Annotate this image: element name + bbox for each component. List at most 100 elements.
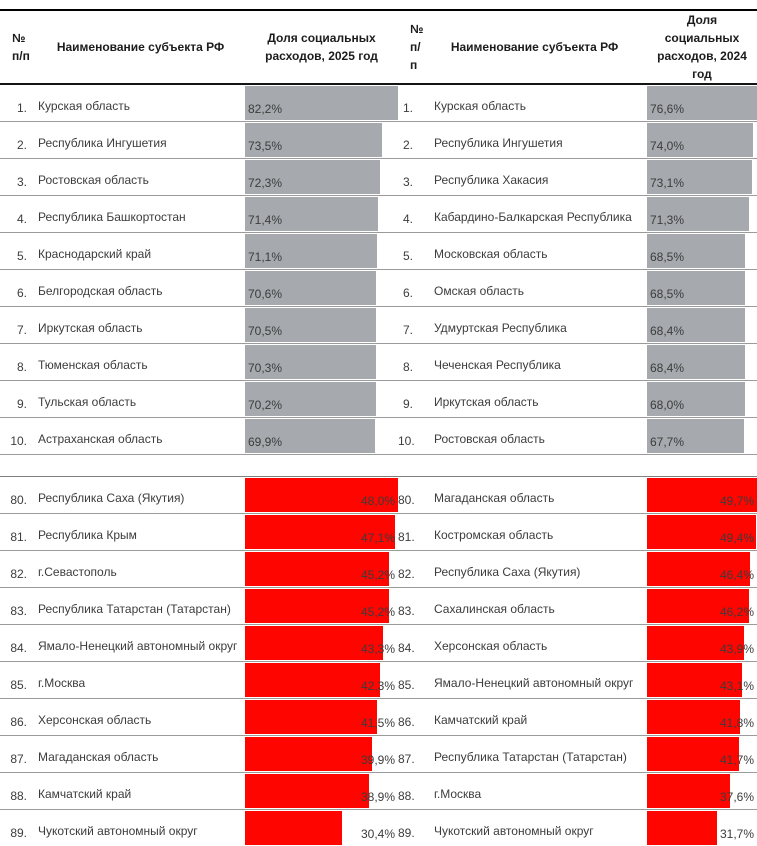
value-cell-2024: 41,7% xyxy=(647,736,757,773)
table-row: 4. Республика Башкортостан 71,4% 4. Каба… xyxy=(0,196,757,233)
region-cell-2024: Омская область xyxy=(422,270,647,307)
value-label-2024: 41,7% xyxy=(720,753,754,767)
value-label-2025: 70,2% xyxy=(248,398,282,412)
value-cell-2024: 74,0% xyxy=(647,122,757,159)
region-cell-2024: Республика Татарстан (Татарстан) xyxy=(422,736,647,773)
value-cell-2024: 43,9% xyxy=(647,625,757,662)
rank-cell-2025: 82. xyxy=(0,551,36,588)
value-cell-2025: 42,3% xyxy=(245,662,398,699)
region-cell-2024: Республика Саха (Якутия) xyxy=(422,551,647,588)
value-label-2024: 73,1% xyxy=(650,176,684,190)
value-label-2025: 82,2% xyxy=(248,102,282,116)
value-cell-2025: 39,9% xyxy=(245,736,398,773)
value-cell-2024: 67,7% xyxy=(647,418,757,455)
value-cell-2024: 68,4% xyxy=(647,344,757,381)
region-cell-2025: Республика Саха (Якутия) xyxy=(36,477,245,514)
rank-cell-2025: 85. xyxy=(0,662,36,699)
region-cell-2025: Тульская область xyxy=(36,381,245,418)
rank-cell-2025: 89. xyxy=(0,810,36,846)
value-label-2024: 68,0% xyxy=(650,398,684,412)
rank-cell-2024: 8. xyxy=(398,344,422,381)
value-label-2025: 30,4% xyxy=(361,827,395,841)
rank-cell-2024: 86. xyxy=(398,699,422,736)
region-cell-2024: Камчатский край xyxy=(422,699,647,736)
value-cell-2024: 68,4% xyxy=(647,307,757,344)
table-row: 8. Тюменская область 70,3% 8. Чеченская … xyxy=(0,344,757,381)
region-cell-2025: Ростовская область xyxy=(36,159,245,196)
region-cell-2025: Краснодарский край xyxy=(36,233,245,270)
rank-cell-2025: 8. xyxy=(0,344,36,381)
value-cell-2024: 68,0% xyxy=(647,381,757,418)
rank-cell-2025: 4. xyxy=(0,196,36,233)
value-label-2025: 38,9% xyxy=(361,790,395,804)
table-row: 85. г.Москва 42,3% 85. Ямало-Ненецкий ав… xyxy=(0,662,757,699)
value-bar-2025 xyxy=(245,663,380,697)
value-label-2024: 74,0% xyxy=(650,139,684,153)
rank-cell-2025: 7. xyxy=(0,307,36,344)
region-cell-2025: Магаданская область xyxy=(36,736,245,773)
value-cell-2025: 69,9% xyxy=(245,418,398,455)
region-cell-2024: Кабардино-Балкарская Республика xyxy=(422,196,647,233)
rank-cell-2024: 6. xyxy=(398,270,422,307)
value-bar-2024 xyxy=(647,811,717,845)
header-region-2024: Наименование субъекта РФ xyxy=(422,10,647,84)
value-label-2024: 49,4% xyxy=(720,531,754,545)
header-rank-2024: № п/п xyxy=(398,10,422,84)
region-cell-2025: Иркутская область xyxy=(36,307,245,344)
value-label-2025: 71,1% xyxy=(248,250,282,264)
table-body: 1. Курская область 82,2% 1. Курская обла… xyxy=(0,84,757,846)
value-cell-2024: 73,1% xyxy=(647,159,757,196)
value-cell-2025: 70,5% xyxy=(245,307,398,344)
header-share-2025: Доля социальных расходов, 2025 год xyxy=(245,10,398,84)
header-rank-2025: № п/п xyxy=(0,10,36,84)
value-label-2024: 31,7% xyxy=(720,827,754,841)
rank-cell-2024: 80. xyxy=(398,477,422,514)
value-cell-2024: 46,2% xyxy=(647,588,757,625)
value-label-2024: 49,7% xyxy=(720,494,754,508)
rank-cell-2024: 9. xyxy=(398,381,422,418)
value-label-2024: 46,4% xyxy=(720,568,754,582)
rank-cell-2024: 89. xyxy=(398,810,422,846)
rank-cell-2025: 86. xyxy=(0,699,36,736)
region-cell-2024: Сахалинская область xyxy=(422,588,647,625)
rank-cell-2025: 88. xyxy=(0,773,36,810)
region-cell-2025: Херсонская область xyxy=(36,699,245,736)
table-row: 3. Ростовская область 72,3% 3. Республик… xyxy=(0,159,757,196)
rank-cell-2025: 80. xyxy=(0,477,36,514)
value-cell-2025: 43,3% xyxy=(245,625,398,662)
rank-cell-2025: 81. xyxy=(0,514,36,551)
region-cell-2024: г.Москва xyxy=(422,773,647,810)
region-cell-2025: Белгородская область xyxy=(36,270,245,307)
value-label-2025: 72,3% xyxy=(248,176,282,190)
table-row: 7. Иркутская область 70,5% 7. Удмуртская… xyxy=(0,307,757,344)
section-gap-cell xyxy=(0,455,757,477)
value-label-2025: 48,0% xyxy=(361,494,395,508)
rank-cell-2024: 85. xyxy=(398,662,422,699)
social-spending-table: № п/п Наименование субъекта РФ Доля соци… xyxy=(0,9,757,846)
region-cell-2024: Республика Хакасия xyxy=(422,159,647,196)
rank-cell-2025: 2. xyxy=(0,122,36,159)
value-label-2024: 67,7% xyxy=(650,435,684,449)
rank-cell-2024: 1. xyxy=(398,84,422,122)
value-bar-2025 xyxy=(245,737,372,771)
value-label-2024: 43,1% xyxy=(720,679,754,693)
table-row: 5. Краснодарский край 71,1% 5. Московска… xyxy=(0,233,757,270)
region-cell-2025: Республика Ингушетия xyxy=(36,122,245,159)
table-row: 84. Ямало-Ненецкий автономный округ 43,3… xyxy=(0,625,757,662)
region-cell-2024: Ямало-Ненецкий автономный округ xyxy=(422,662,647,699)
value-label-2025: 43,3% xyxy=(361,642,395,656)
value-label-2024: 71,3% xyxy=(650,213,684,227)
value-label-2025: 70,6% xyxy=(248,287,282,301)
value-label-2024: 37,6% xyxy=(720,790,754,804)
value-cell-2024: 41,8% xyxy=(647,699,757,736)
header-row: № п/п Наименование субъекта РФ Доля соци… xyxy=(0,10,757,84)
value-cell-2024: 43,1% xyxy=(647,662,757,699)
value-label-2024: 68,4% xyxy=(650,324,684,338)
table-row: 80. Республика Саха (Якутия) 48,0% 80. М… xyxy=(0,477,757,514)
rank-cell-2024: 84. xyxy=(398,625,422,662)
value-bar-2025 xyxy=(245,700,377,734)
value-cell-2025: 71,1% xyxy=(245,233,398,270)
rank-cell-2024: 81. xyxy=(398,514,422,551)
table-row: 1. Курская область 82,2% 1. Курская обла… xyxy=(0,84,757,122)
